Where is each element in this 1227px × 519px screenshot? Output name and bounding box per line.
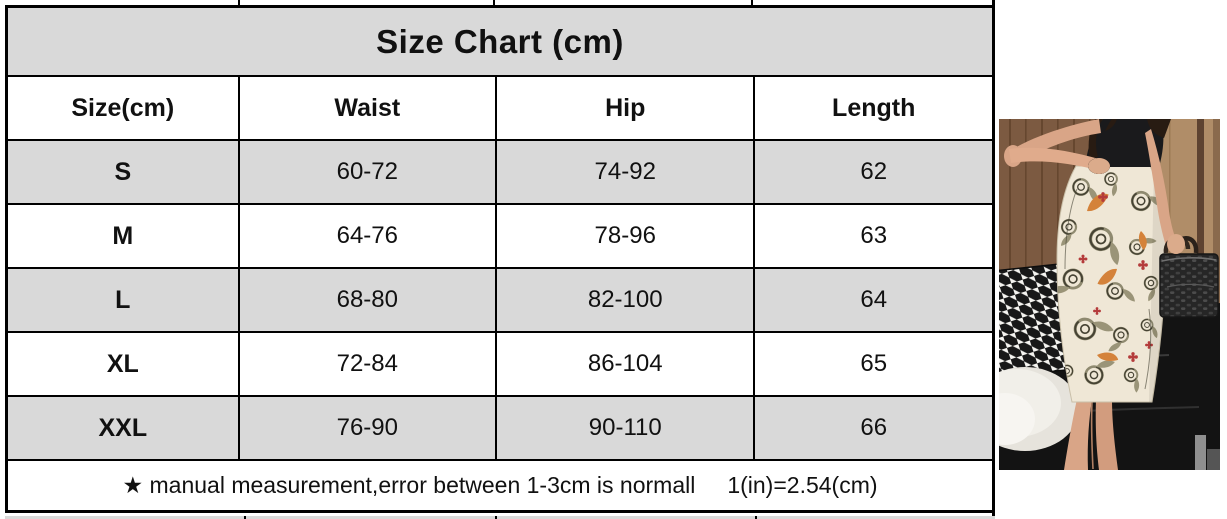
- cropped-next-table-sliver: [5, 516, 995, 519]
- chart-title: Size Chart (cm): [8, 8, 992, 77]
- size-chart-table: Size Chart (cm) Size(cm) Waist Hip Lengt…: [5, 5, 995, 513]
- waist-value: 64-76: [240, 205, 498, 267]
- product-photo: [999, 119, 1220, 470]
- model-top: [1085, 119, 1164, 167]
- hip-value: 86-104: [497, 333, 756, 395]
- cropped-grid-tick: [755, 516, 757, 519]
- model-hand-waist: [1088, 158, 1110, 174]
- cropped-grid-tick: [238, 0, 240, 5]
- waist-value: 76-90: [240, 397, 498, 459]
- cropped-grid-tick: [495, 516, 497, 519]
- size-label: L: [8, 269, 240, 331]
- cropped-grid-tick: [244, 516, 246, 519]
- column-header-hip: Hip: [497, 77, 756, 139]
- column-header-waist: Waist: [240, 77, 498, 139]
- footer-note-row: ★ manual measurement,error between 1-3cm…: [8, 461, 992, 510]
- size-label: XL: [8, 333, 240, 395]
- length-value: 66: [860, 414, 888, 441]
- measurement-note: ★ manual measurement,error between 1-3cm…: [122, 472, 696, 498]
- hip-value: 74-92: [497, 141, 756, 203]
- table-row-l: L 68-80 82-100 64: [8, 269, 992, 333]
- sofa-leg: [1195, 435, 1206, 470]
- header-row: Size(cm) Waist Hip Length: [8, 77, 992, 141]
- table-row-xl: XL 72-84 86-104 65: [8, 333, 992, 397]
- length-value: 64: [860, 286, 888, 313]
- length-value: 65: [860, 350, 888, 377]
- cropped-grid-tick: [493, 0, 495, 5]
- unit-conversion: 1(in)=2.54(cm): [727, 472, 878, 498]
- hip-value: 78-96: [497, 205, 756, 267]
- model-arm-bent: [1004, 119, 1110, 174]
- table-row-xxl: XXL 76-90 90-110 66: [8, 397, 992, 461]
- product-photo-image: [999, 119, 1220, 470]
- column-header-size: Size(cm): [8, 77, 240, 139]
- table-row-m: M 64-76 78-96 63: [8, 205, 992, 269]
- model-arm-side: [1145, 129, 1177, 246]
- cropped-grid-tick: [751, 0, 753, 5]
- table-row-s: S 60-72 74-92 62: [8, 141, 992, 205]
- size-label: M: [8, 205, 240, 267]
- model-hand-handbag: [1167, 234, 1185, 254]
- waist-value: 68-80: [240, 269, 498, 331]
- model-legs: [1064, 399, 1118, 470]
- hip-value: 90-110: [497, 397, 756, 459]
- waist-value: 72-84: [240, 333, 498, 395]
- handbag: [1159, 234, 1219, 318]
- pencil-skirt: [1056, 165, 1167, 403]
- size-label: S: [8, 141, 240, 203]
- column-header-length: Length: [832, 93, 916, 122]
- waist-value: 60-72: [240, 141, 498, 203]
- size-label: XXL: [8, 397, 240, 459]
- hip-value: 82-100: [497, 269, 756, 331]
- white-pillow: [999, 367, 1079, 451]
- length-value: 62: [860, 158, 888, 185]
- length-value: 63: [860, 222, 888, 249]
